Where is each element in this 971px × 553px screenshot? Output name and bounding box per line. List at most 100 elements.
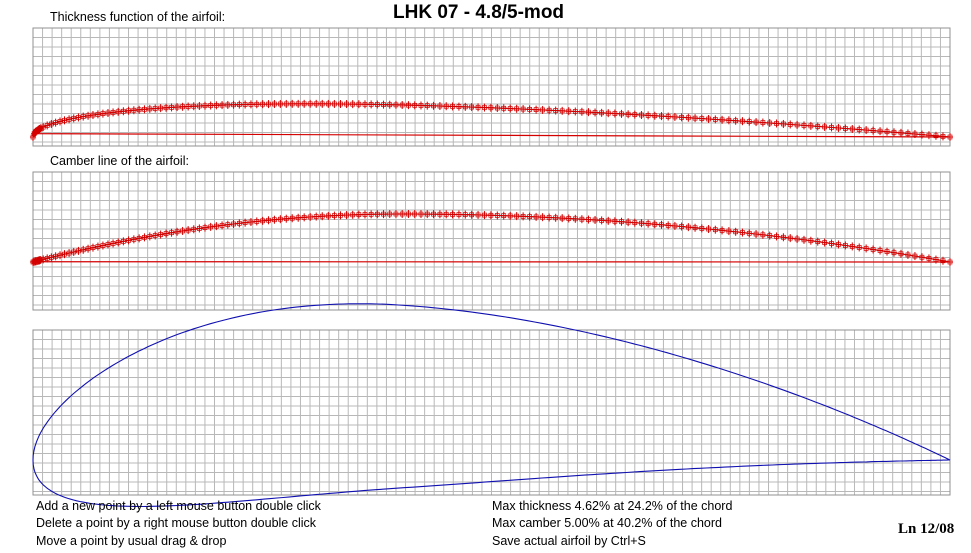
- control-point[interactable]: [884, 127, 891, 136]
- control-point[interactable]: [725, 116, 732, 125]
- control-point[interactable]: [37, 256, 44, 265]
- control-point[interactable]: [207, 222, 214, 231]
- control-point[interactable]: [904, 250, 911, 259]
- control-point[interactable]: [719, 115, 726, 124]
- control-point[interactable]: [230, 100, 237, 109]
- control-point[interactable]: [337, 99, 344, 108]
- control-point[interactable]: [631, 218, 638, 227]
- camber-line-panel[interactable]: [30, 171, 953, 311]
- control-point[interactable]: [638, 110, 645, 119]
- control-point[interactable]: [61, 250, 68, 259]
- control-point[interactable]: [247, 100, 254, 109]
- control-point[interactable]: [295, 213, 302, 222]
- control-point[interactable]: [671, 221, 678, 230]
- control-point[interactable]: [349, 210, 356, 219]
- control-point[interactable]: [125, 106, 132, 115]
- control-point[interactable]: [443, 210, 450, 219]
- control-point[interactable]: [625, 218, 632, 227]
- control-point[interactable]: [436, 102, 443, 111]
- control-point[interactable]: [230, 219, 237, 228]
- control-point[interactable]: [712, 115, 719, 124]
- control-point[interactable]: [163, 103, 170, 112]
- control-point[interactable]: [307, 212, 314, 221]
- control-point[interactable]: [753, 230, 760, 239]
- control-point[interactable]: [355, 100, 362, 109]
- control-point[interactable]: [349, 100, 356, 109]
- control-point[interactable]: [897, 128, 904, 137]
- control-point[interactable]: [430, 210, 437, 219]
- control-point[interactable]: [565, 107, 572, 116]
- control-point[interactable]: [494, 104, 501, 113]
- control-point[interactable]: [732, 116, 739, 125]
- control-point[interactable]: [462, 210, 469, 219]
- control-point[interactable]: [331, 99, 338, 108]
- control-point[interactable]: [115, 238, 122, 247]
- control-point[interactable]: [500, 104, 507, 113]
- control-point[interactable]: [705, 225, 712, 234]
- control-point[interactable]: [685, 113, 692, 122]
- control-point[interactable]: [443, 102, 450, 111]
- control-point[interactable]: [386, 100, 393, 109]
- control-point[interactable]: [546, 213, 553, 222]
- control-point[interactable]: [494, 211, 501, 220]
- control-point[interactable]: [863, 126, 870, 135]
- control-point[interactable]: [174, 103, 181, 112]
- control-point[interactable]: [468, 210, 475, 219]
- control-point[interactable]: [947, 258, 953, 266]
- control-point[interactable]: [780, 233, 787, 242]
- control-point[interactable]: [141, 233, 148, 242]
- control-point[interactable]: [411, 210, 418, 219]
- control-point[interactable]: [475, 103, 482, 112]
- control-point[interactable]: [877, 246, 884, 255]
- control-point[interactable]: [559, 214, 566, 223]
- control-point[interactable]: [877, 127, 884, 136]
- control-point[interactable]: [533, 105, 540, 114]
- control-point[interactable]: [487, 211, 494, 220]
- control-point[interactable]: [37, 124, 44, 133]
- control-point[interactable]: [585, 215, 592, 224]
- control-point[interactable]: [835, 123, 842, 132]
- control-point[interactable]: [884, 247, 891, 256]
- control-point[interactable]: [174, 227, 181, 236]
- control-point[interactable]: [719, 226, 726, 235]
- control-point[interactable]: [766, 119, 773, 128]
- control-point[interactable]: [671, 112, 678, 121]
- control-point[interactable]: [236, 100, 243, 109]
- control-point[interactable]: [759, 230, 766, 239]
- control-point[interactable]: [94, 242, 101, 251]
- control-point[interactable]: [80, 112, 87, 121]
- control-point[interactable]: [301, 99, 308, 108]
- control-point[interactable]: [585, 108, 592, 117]
- control-point[interactable]: [712, 225, 719, 234]
- control-point[interactable]: [651, 220, 658, 229]
- control-point[interactable]: [190, 102, 197, 111]
- control-point[interactable]: [807, 236, 814, 245]
- control-point[interactable]: [289, 214, 296, 223]
- control-point[interactable]: [766, 231, 773, 240]
- control-point[interactable]: [787, 120, 794, 129]
- control-point[interactable]: [449, 210, 456, 219]
- control-point[interactable]: [236, 219, 243, 228]
- control-point[interactable]: [424, 210, 431, 219]
- control-point[interactable]: [605, 109, 612, 118]
- control-point[interactable]: [277, 99, 284, 108]
- control-point[interactable]: [890, 128, 897, 137]
- control-point[interactable]: [821, 122, 828, 131]
- control-point[interactable]: [513, 212, 520, 221]
- control-point[interactable]: [487, 103, 494, 112]
- control-point[interactable]: [224, 220, 231, 229]
- control-point[interactable]: [939, 256, 946, 265]
- control-point[interactable]: [70, 247, 77, 256]
- control-point[interactable]: [202, 223, 209, 232]
- control-point[interactable]: [66, 249, 73, 258]
- control-point[interactable]: [631, 110, 638, 119]
- control-point[interactable]: [890, 248, 897, 257]
- control-point[interactable]: [271, 100, 278, 109]
- control-point[interactable]: [331, 211, 338, 220]
- control-point[interactable]: [618, 217, 625, 226]
- control-point[interactable]: [732, 227, 739, 236]
- control-point[interactable]: [911, 252, 918, 261]
- control-point[interactable]: [313, 212, 320, 221]
- control-point[interactable]: [307, 99, 314, 108]
- control-point[interactable]: [507, 211, 514, 220]
